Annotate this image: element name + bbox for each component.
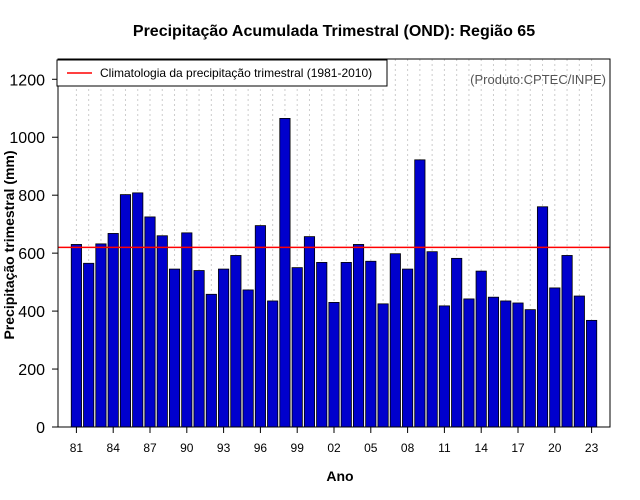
bar-2008 bbox=[402, 268, 414, 428]
bar-1993 bbox=[218, 268, 230, 428]
x-tick-label: 02 bbox=[327, 441, 341, 455]
y-tick-label: 200 bbox=[18, 362, 45, 379]
bar-2014 bbox=[475, 270, 487, 428]
bar-1982 bbox=[83, 262, 95, 428]
legend-box bbox=[56, 59, 388, 87]
x-axis-label: Ano bbox=[326, 468, 353, 484]
bar-2016 bbox=[500, 300, 512, 428]
y-tick-label: 1200 bbox=[9, 72, 45, 89]
bar-1981 bbox=[70, 244, 82, 428]
bar-1983 bbox=[95, 243, 107, 428]
y-axis-label: Precipitação trimestral (mm) bbox=[1, 150, 17, 339]
bar-1996 bbox=[254, 225, 266, 428]
bar-2015 bbox=[487, 296, 500, 428]
bar-2001 bbox=[316, 262, 328, 428]
x-tick-label: 05 bbox=[364, 441, 378, 455]
bar-2012 bbox=[451, 257, 463, 428]
y-axis: 0 200 400 600 800 1000 1200 bbox=[9, 72, 58, 437]
bar-2009 bbox=[414, 159, 426, 428]
bar-1987 bbox=[144, 216, 156, 428]
bar-1992 bbox=[205, 293, 217, 428]
bar-2006 bbox=[377, 303, 389, 428]
x-tick-label: 23 bbox=[585, 441, 599, 455]
bar-2022 bbox=[573, 295, 585, 428]
x-axis: 81 84 87 90 93 96 99 02 05 08 11 14 17 20 23 bbox=[70, 427, 599, 455]
legend-label: Climatologia da precipitação trimestral … bbox=[100, 66, 372, 80]
bar-1995 bbox=[242, 289, 254, 428]
bar-1985 bbox=[119, 194, 132, 428]
x-tick-label: 14 bbox=[475, 441, 489, 455]
x-tick-label: 96 bbox=[254, 441, 268, 455]
x-tick-label: 93 bbox=[217, 441, 231, 455]
chart-title: Precipitação Acumulada Trimestral (OND):… bbox=[133, 23, 535, 40]
bar-1986 bbox=[132, 192, 144, 428]
x-tick-label: 84 bbox=[107, 441, 121, 455]
bar-2019 bbox=[536, 206, 549, 428]
bar-2000 bbox=[303, 236, 316, 428]
bar-2017 bbox=[512, 302, 524, 428]
bar-2021 bbox=[561, 255, 573, 428]
bar-2005 bbox=[365, 260, 377, 428]
bar-1994 bbox=[230, 255, 242, 428]
bar-2018 bbox=[524, 309, 536, 428]
y-tick-label: 0 bbox=[36, 420, 45, 437]
bar-1984 bbox=[107, 233, 119, 428]
bar-1989 bbox=[168, 268, 181, 428]
x-tick-label: 81 bbox=[70, 441, 84, 455]
bar-2013 bbox=[463, 298, 475, 428]
bar-series bbox=[70, 118, 598, 428]
bar-2010 bbox=[426, 251, 438, 428]
bar-2007 bbox=[389, 253, 401, 428]
bar-2004 bbox=[352, 244, 365, 428]
bar-1988 bbox=[156, 235, 168, 428]
x-tick-label: 08 bbox=[401, 441, 415, 455]
y-tick-label: 1000 bbox=[9, 130, 45, 147]
credit-text: (Produto:CPTEC/INPE) bbox=[470, 72, 606, 87]
bar-2011 bbox=[438, 305, 450, 428]
y-tick-label: 600 bbox=[18, 246, 45, 263]
bar-1999 bbox=[291, 267, 303, 428]
legend: Climatologia da precipitação trimestral … bbox=[56, 59, 388, 87]
bar-2020 bbox=[549, 287, 561, 428]
x-tick-label: 17 bbox=[511, 441, 525, 455]
bar-1990 bbox=[181, 232, 193, 428]
bar-1991 bbox=[193, 270, 205, 428]
bar-2003 bbox=[340, 262, 352, 428]
x-tick-label: 11 bbox=[438, 441, 451, 455]
x-tick-label: 90 bbox=[180, 441, 194, 455]
bar-1997 bbox=[267, 300, 279, 428]
x-tick-label: 99 bbox=[291, 441, 305, 455]
y-tick-label: 400 bbox=[18, 304, 45, 321]
bar-1998 bbox=[279, 118, 291, 428]
x-tick-label: 87 bbox=[143, 441, 157, 455]
x-tick-label: 20 bbox=[548, 441, 562, 455]
bar-2023 bbox=[586, 319, 598, 428]
y-tick-label: 800 bbox=[18, 188, 45, 205]
bar-2002 bbox=[328, 302, 340, 428]
